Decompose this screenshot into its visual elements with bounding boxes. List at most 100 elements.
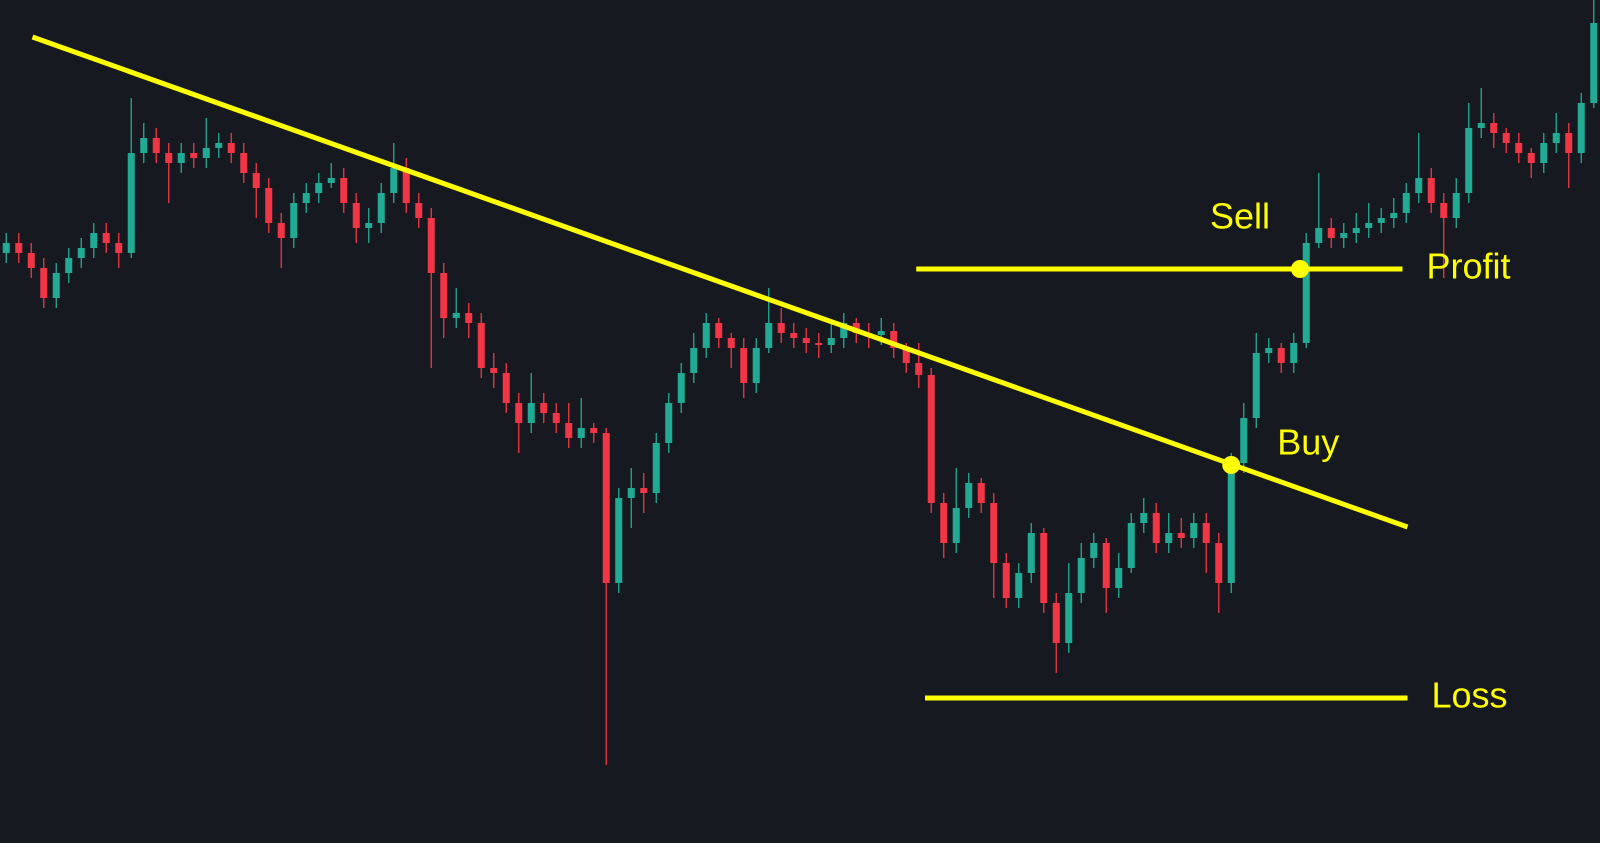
candle-body bbox=[1290, 343, 1298, 363]
candle-body bbox=[690, 348, 698, 373]
candle-body bbox=[1027, 533, 1035, 573]
candle-body bbox=[802, 338, 810, 343]
candle-body bbox=[990, 503, 998, 563]
candle-body bbox=[365, 223, 373, 228]
candle-body bbox=[1002, 563, 1010, 598]
candle-body bbox=[1265, 348, 1273, 353]
candle-body bbox=[1340, 233, 1348, 238]
candle-body bbox=[602, 433, 610, 583]
candle-body bbox=[415, 203, 423, 218]
candle-body bbox=[515, 403, 523, 423]
candle-body bbox=[1352, 228, 1360, 233]
candle-body bbox=[140, 138, 148, 153]
candle-body bbox=[590, 428, 598, 433]
candle-body bbox=[977, 483, 985, 503]
candle-body bbox=[252, 173, 260, 188]
candle-body bbox=[615, 498, 623, 583]
signal-label: Buy bbox=[1277, 422, 1339, 463]
candle-body bbox=[377, 193, 385, 223]
candle-body bbox=[1427, 178, 1435, 203]
candle-body bbox=[1490, 123, 1498, 133]
candle-body bbox=[477, 323, 485, 368]
candle-body bbox=[1240, 418, 1248, 463]
candle-body bbox=[1540, 143, 1548, 163]
candle-body bbox=[790, 333, 798, 338]
candle-body bbox=[1252, 353, 1260, 418]
candle-body bbox=[1127, 523, 1135, 568]
candle-body bbox=[302, 193, 310, 203]
candle-body bbox=[490, 368, 498, 373]
candle-body bbox=[940, 503, 948, 543]
level-label: Loss bbox=[1432, 675, 1508, 716]
candle-body bbox=[265, 188, 273, 223]
candle-body bbox=[15, 243, 23, 253]
candle-body bbox=[1190, 523, 1198, 538]
candle-body bbox=[90, 233, 98, 248]
candle-body bbox=[840, 323, 848, 338]
candle-body bbox=[1527, 153, 1535, 163]
candle-body bbox=[1065, 593, 1073, 643]
candle-body bbox=[215, 143, 223, 148]
candle-body bbox=[1052, 603, 1060, 643]
candle-body bbox=[165, 153, 173, 163]
candle-body bbox=[1402, 193, 1410, 213]
candle-body bbox=[552, 413, 560, 423]
candle-body bbox=[740, 348, 748, 383]
candle-body bbox=[1177, 533, 1185, 538]
candle-body bbox=[1515, 143, 1523, 153]
candle-body bbox=[390, 168, 398, 193]
candle-body bbox=[915, 363, 923, 375]
candle-body bbox=[627, 488, 635, 498]
candle-body bbox=[540, 403, 548, 413]
candle-body bbox=[340, 178, 348, 203]
candle-body bbox=[952, 508, 960, 543]
candle-body bbox=[965, 483, 973, 508]
candle-body bbox=[1465, 128, 1473, 193]
candle-body bbox=[1102, 543, 1110, 588]
candle-body bbox=[1577, 103, 1585, 153]
candle-body bbox=[927, 375, 935, 503]
candle-body bbox=[1415, 178, 1423, 193]
candle-body bbox=[1165, 533, 1173, 543]
candle-body bbox=[777, 323, 785, 333]
candle-body bbox=[1077, 558, 1085, 593]
candle-body bbox=[427, 218, 435, 273]
candle-body bbox=[665, 403, 673, 443]
level-label: Profit bbox=[1427, 246, 1511, 287]
candle-body bbox=[1015, 573, 1023, 598]
candle-body bbox=[1590, 23, 1598, 103]
candle-body bbox=[577, 428, 585, 438]
candle-body bbox=[1477, 123, 1485, 128]
candle-body bbox=[115, 243, 123, 253]
candle-body bbox=[1152, 513, 1160, 543]
candle-body bbox=[202, 148, 210, 158]
candle-body bbox=[1440, 203, 1448, 218]
candle-body bbox=[40, 268, 48, 298]
candle-body bbox=[1202, 523, 1210, 543]
candle-body bbox=[1227, 463, 1235, 583]
candle-body bbox=[27, 253, 35, 268]
trendline bbox=[31, 34, 1409, 530]
candle-body bbox=[652, 443, 660, 493]
candle-body bbox=[1565, 133, 1573, 153]
candle-body bbox=[815, 343, 823, 345]
candle-body bbox=[240, 153, 248, 173]
candle-body bbox=[152, 138, 160, 153]
candle-body bbox=[315, 183, 323, 193]
candle-body bbox=[127, 153, 135, 253]
candle-body bbox=[765, 323, 773, 348]
candle-body bbox=[752, 348, 760, 383]
candle-body bbox=[1315, 228, 1323, 243]
candle-body bbox=[827, 338, 835, 345]
candle-body bbox=[65, 258, 73, 273]
candle-body bbox=[677, 373, 685, 403]
candle-body bbox=[327, 178, 335, 183]
candle-body bbox=[1140, 513, 1148, 523]
candle-body bbox=[1377, 218, 1385, 223]
candle-body bbox=[565, 423, 573, 438]
candle-body bbox=[702, 323, 710, 348]
candle-body bbox=[190, 153, 198, 158]
signal-label: Sell bbox=[1210, 196, 1270, 237]
